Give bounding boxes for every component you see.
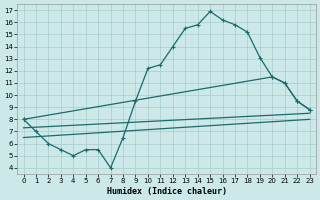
X-axis label: Humidex (Indice chaleur): Humidex (Indice chaleur)	[107, 187, 227, 196]
